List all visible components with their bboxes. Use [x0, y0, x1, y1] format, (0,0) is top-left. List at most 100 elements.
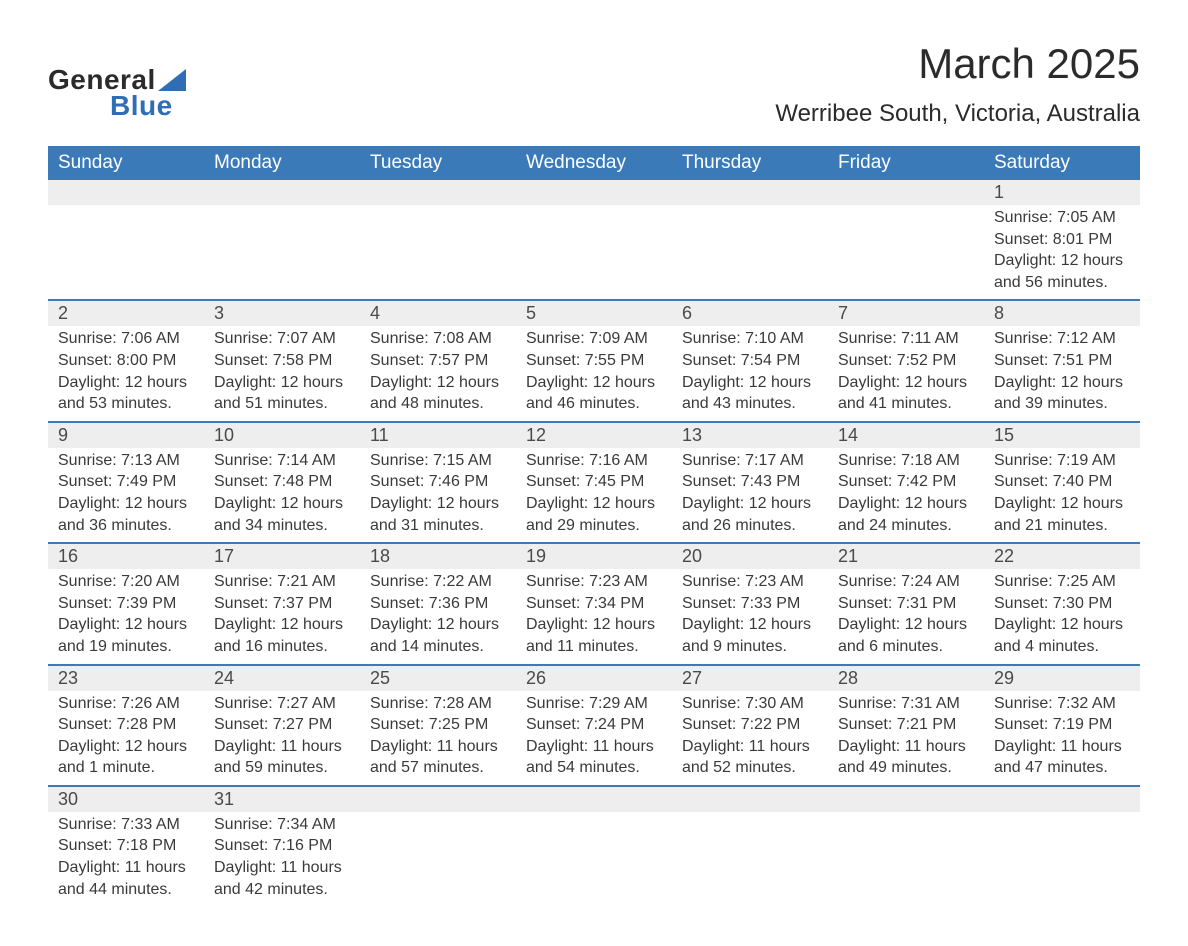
day-number: [672, 180, 828, 205]
sunrise-text: Sunrise: 7:32 AM: [994, 693, 1130, 715]
sunset-text: Sunset: 7:55 PM: [526, 350, 662, 372]
day-number: [828, 787, 984, 812]
sunrise-text: Sunrise: 7:09 AM: [526, 328, 662, 350]
sunset-text: Sunset: 7:31 PM: [838, 593, 974, 615]
calendar-day-cell: [984, 786, 1140, 906]
sunrise-text: Sunrise: 7:23 AM: [682, 571, 818, 593]
sunset-text: Sunset: 7:37 PM: [214, 593, 350, 615]
sunrise-text: Sunrise: 7:20 AM: [58, 571, 194, 593]
calendar-day-cell: [672, 786, 828, 906]
sunrise-text: Sunrise: 7:19 AM: [994, 450, 1130, 472]
weekday-header: Wednesday: [516, 146, 672, 180]
calendar-day-cell: [516, 180, 672, 300]
daylight-text: Daylight: 12 hours and 36 minutes.: [58, 493, 194, 536]
sunrise-text: Sunrise: 7:12 AM: [994, 328, 1130, 350]
calendar-week-row: 30Sunrise: 7:33 AMSunset: 7:18 PMDayligh…: [48, 786, 1140, 906]
sunset-text: Sunset: 7:40 PM: [994, 471, 1130, 493]
day-number: 27: [672, 666, 828, 691]
day-details: Sunrise: 7:30 AMSunset: 7:22 PMDaylight:…: [672, 691, 828, 785]
day-details: Sunrise: 7:32 AMSunset: 7:19 PMDaylight:…: [984, 691, 1140, 785]
day-number: 28: [828, 666, 984, 691]
day-details: Sunrise: 7:18 AMSunset: 7:42 PMDaylight:…: [828, 448, 984, 542]
calendar-week-row: 16Sunrise: 7:20 AMSunset: 7:39 PMDayligh…: [48, 543, 1140, 664]
sunset-text: Sunset: 7:43 PM: [682, 471, 818, 493]
daylight-text: Daylight: 12 hours and 24 minutes.: [838, 493, 974, 536]
logo-line2: Blue: [110, 90, 173, 122]
day-number: [516, 787, 672, 812]
sunset-text: Sunset: 7:19 PM: [994, 714, 1130, 736]
calendar-day-cell: 22Sunrise: 7:25 AMSunset: 7:30 PMDayligh…: [984, 543, 1140, 664]
day-number: 9: [48, 423, 204, 448]
sunset-text: Sunset: 7:21 PM: [838, 714, 974, 736]
weekday-header: Monday: [204, 146, 360, 180]
calendar-day-cell: 28Sunrise: 7:31 AMSunset: 7:21 PMDayligh…: [828, 665, 984, 786]
day-details: [360, 812, 516, 842]
day-details: [828, 205, 984, 235]
day-details: Sunrise: 7:15 AMSunset: 7:46 PMDaylight:…: [360, 448, 516, 542]
day-number: 26: [516, 666, 672, 691]
day-number: 31: [204, 787, 360, 812]
sunset-text: Sunset: 7:16 PM: [214, 835, 350, 857]
day-details: Sunrise: 7:28 AMSunset: 7:25 PMDaylight:…: [360, 691, 516, 785]
day-details: [516, 205, 672, 235]
daylight-text: Daylight: 12 hours and 9 minutes.: [682, 614, 818, 657]
day-number: 29: [984, 666, 1140, 691]
day-details: Sunrise: 7:09 AMSunset: 7:55 PMDaylight:…: [516, 326, 672, 420]
day-details: [828, 812, 984, 842]
sunset-text: Sunset: 7:22 PM: [682, 714, 818, 736]
calendar-day-cell: 8Sunrise: 7:12 AMSunset: 7:51 PMDaylight…: [984, 300, 1140, 421]
calendar-day-cell: 5Sunrise: 7:09 AMSunset: 7:55 PMDaylight…: [516, 300, 672, 421]
sunset-text: Sunset: 7:46 PM: [370, 471, 506, 493]
daylight-text: Daylight: 11 hours and 57 minutes.: [370, 736, 506, 779]
day-number: 21: [828, 544, 984, 569]
day-details: Sunrise: 7:24 AMSunset: 7:31 PMDaylight:…: [828, 569, 984, 663]
sunrise-text: Sunrise: 7:30 AM: [682, 693, 818, 715]
daylight-text: Daylight: 11 hours and 44 minutes.: [58, 857, 194, 900]
weekday-header: Sunday: [48, 146, 204, 180]
daylight-text: Daylight: 12 hours and 11 minutes.: [526, 614, 662, 657]
day-details: Sunrise: 7:07 AMSunset: 7:58 PMDaylight:…: [204, 326, 360, 420]
calendar-day-cell: 23Sunrise: 7:26 AMSunset: 7:28 PMDayligh…: [48, 665, 204, 786]
day-number: 18: [360, 544, 516, 569]
day-number: 22: [984, 544, 1140, 569]
day-details: [672, 812, 828, 842]
day-details: Sunrise: 7:33 AMSunset: 7:18 PMDaylight:…: [48, 812, 204, 906]
sunset-text: Sunset: 7:27 PM: [214, 714, 350, 736]
calendar-day-cell: 27Sunrise: 7:30 AMSunset: 7:22 PMDayligh…: [672, 665, 828, 786]
calendar-day-cell: [516, 786, 672, 906]
calendar-day-cell: 13Sunrise: 7:17 AMSunset: 7:43 PMDayligh…: [672, 422, 828, 543]
day-number: 2: [48, 301, 204, 326]
day-number: 8: [984, 301, 1140, 326]
day-details: Sunrise: 7:05 AMSunset: 8:01 PMDaylight:…: [984, 205, 1140, 299]
day-number: 6: [672, 301, 828, 326]
day-number: 14: [828, 423, 984, 448]
sunrise-text: Sunrise: 7:17 AM: [682, 450, 818, 472]
weekday-header: Saturday: [984, 146, 1140, 180]
weekday-header: Tuesday: [360, 146, 516, 180]
sunset-text: Sunset: 7:24 PM: [526, 714, 662, 736]
header: General Blue March 2025 Werribee South, …: [48, 40, 1140, 128]
sunrise-text: Sunrise: 7:21 AM: [214, 571, 350, 593]
calendar-day-cell: 17Sunrise: 7:21 AMSunset: 7:37 PMDayligh…: [204, 543, 360, 664]
logo-triangle-icon: [158, 69, 186, 91]
calendar-day-cell: 12Sunrise: 7:16 AMSunset: 7:45 PMDayligh…: [516, 422, 672, 543]
day-number: [204, 180, 360, 205]
day-details: Sunrise: 7:16 AMSunset: 7:45 PMDaylight:…: [516, 448, 672, 542]
calendar-day-cell: 31Sunrise: 7:34 AMSunset: 7:16 PMDayligh…: [204, 786, 360, 906]
day-details: [360, 205, 516, 235]
calendar-day-cell: 30Sunrise: 7:33 AMSunset: 7:18 PMDayligh…: [48, 786, 204, 906]
calendar-day-cell: [360, 180, 516, 300]
day-number: 3: [204, 301, 360, 326]
day-details: Sunrise: 7:21 AMSunset: 7:37 PMDaylight:…: [204, 569, 360, 663]
calendar-day-cell: 29Sunrise: 7:32 AMSunset: 7:19 PMDayligh…: [984, 665, 1140, 786]
calendar-table: Sunday Monday Tuesday Wednesday Thursday…: [48, 146, 1140, 906]
sunset-text: Sunset: 7:39 PM: [58, 593, 194, 615]
day-number: 30: [48, 787, 204, 812]
calendar-day-cell: 15Sunrise: 7:19 AMSunset: 7:40 PMDayligh…: [984, 422, 1140, 543]
day-number: [828, 180, 984, 205]
day-details: Sunrise: 7:17 AMSunset: 7:43 PMDaylight:…: [672, 448, 828, 542]
calendar-day-cell: 14Sunrise: 7:18 AMSunset: 7:42 PMDayligh…: [828, 422, 984, 543]
calendar-day-cell: [204, 180, 360, 300]
title-block: March 2025 Werribee South, Victoria, Aus…: [775, 40, 1140, 128]
calendar-day-cell: [48, 180, 204, 300]
